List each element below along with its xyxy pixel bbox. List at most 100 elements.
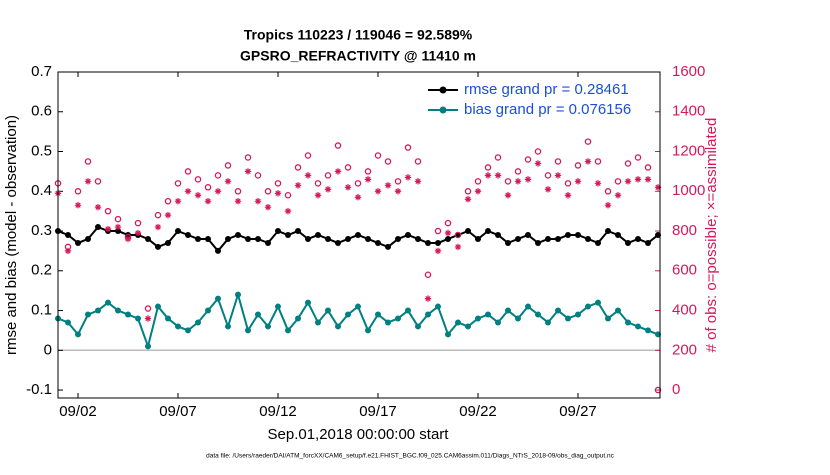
marker [525, 303, 531, 310]
marker [454, 231, 462, 239]
marker [564, 192, 572, 199]
y2-tick-label: 200 [672, 341, 697, 358]
marker [504, 178, 512, 185]
marker [585, 303, 591, 310]
marker [115, 228, 121, 235]
legend-label: rmse grand pr = 0.28461 [464, 81, 629, 98]
marker [335, 323, 341, 330]
marker [254, 198, 262, 205]
marker [104, 207, 112, 215]
marker [234, 198, 242, 205]
marker [554, 172, 562, 179]
y-tick-label: 0.1 [31, 302, 52, 319]
marker [574, 162, 582, 169]
chart-subtitle: GPSRO_REFRACTIVITY @ 11410 m [240, 48, 476, 64]
marker [614, 192, 622, 199]
marker [254, 172, 262, 179]
marker [204, 184, 212, 191]
marker [94, 203, 102, 211]
marker [164, 197, 172, 205]
marker [194, 176, 202, 183]
marker [375, 239, 381, 246]
marker [395, 235, 401, 242]
marker [184, 168, 192, 175]
marker [294, 182, 302, 189]
marker [415, 323, 421, 330]
marker [605, 228, 611, 235]
marker [544, 186, 552, 193]
marker [284, 207, 292, 215]
legend-marker [439, 106, 447, 114]
marker [244, 168, 252, 175]
marker [175, 323, 181, 330]
marker [334, 142, 342, 149]
marker [65, 319, 71, 326]
marker [444, 229, 452, 237]
marker [264, 188, 272, 195]
marker [224, 178, 232, 185]
marker [135, 315, 141, 322]
marker [634, 154, 642, 161]
marker [204, 198, 212, 205]
marker [165, 315, 171, 322]
marker [554, 158, 562, 165]
marker [464, 188, 472, 195]
marker [314, 180, 322, 187]
marker [445, 235, 451, 242]
marker [534, 148, 542, 155]
marker [125, 311, 131, 318]
marker [385, 319, 391, 326]
marker [534, 160, 542, 167]
marker [444, 219, 452, 227]
marker [214, 188, 222, 195]
marker [395, 315, 401, 322]
marker [245, 235, 251, 242]
marker [315, 232, 321, 238]
marker [194, 192, 202, 199]
marker [75, 331, 81, 338]
marker [114, 223, 122, 231]
legend-marker [439, 86, 447, 94]
marker [404, 174, 412, 181]
marker [525, 232, 531, 238]
x-axis-label: Sep.01,2018 00:00:00 start [268, 426, 450, 443]
footnote: data file: /Users/raeder/DAI/ATM_forcXX/… [206, 453, 615, 460]
marker [305, 235, 311, 242]
marker [385, 243, 391, 250]
marker [195, 319, 201, 326]
marker [544, 172, 552, 179]
y2-tick-label: 1200 [672, 142, 705, 159]
marker [474, 178, 482, 185]
marker [574, 178, 582, 185]
x-tick-label: 09/12 [259, 403, 297, 420]
marker [95, 224, 101, 231]
marker [595, 299, 601, 306]
marker [465, 323, 471, 330]
marker [144, 305, 152, 312]
y2-tick-label: 1600 [672, 63, 705, 80]
marker [424, 271, 432, 279]
marker [215, 295, 221, 302]
marker [604, 201, 612, 209]
marker [644, 164, 652, 171]
marker [345, 235, 351, 242]
marker [295, 228, 301, 235]
marker [354, 194, 362, 201]
marker [435, 303, 441, 310]
marker [644, 176, 652, 183]
marker [625, 319, 631, 326]
x-tick-label: 09/07 [159, 403, 197, 420]
marker [464, 196, 472, 203]
marker [95, 307, 101, 314]
marker [234, 188, 242, 195]
marker [334, 168, 342, 175]
marker [314, 192, 322, 199]
marker [285, 232, 291, 238]
marker [205, 235, 211, 242]
marker [175, 228, 181, 235]
marker [324, 172, 332, 179]
marker [435, 239, 441, 246]
marker [264, 203, 272, 211]
marker [414, 158, 422, 165]
